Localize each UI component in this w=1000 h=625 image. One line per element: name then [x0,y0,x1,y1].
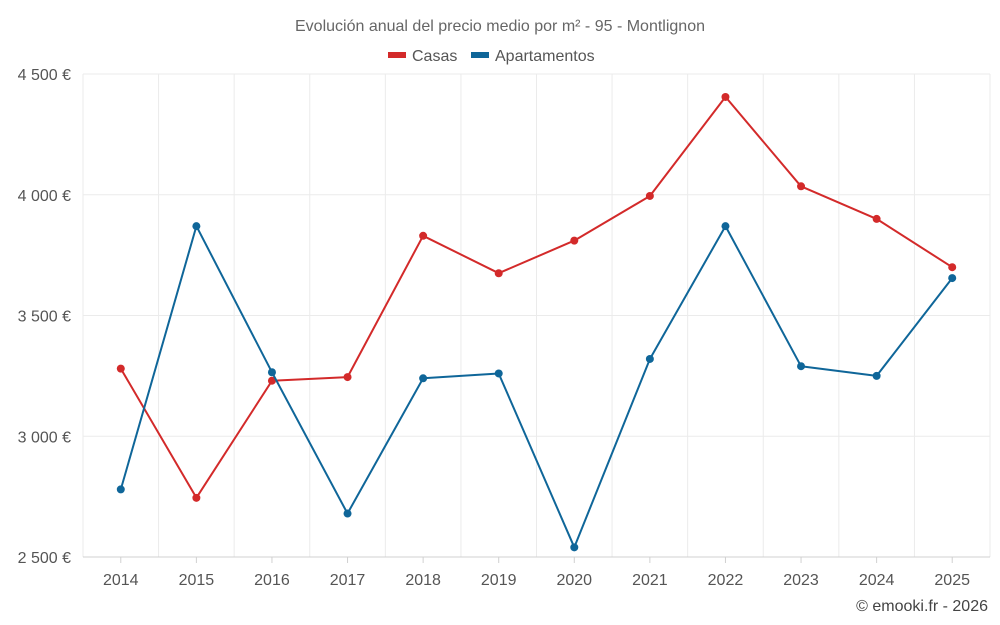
data-point-apartamentos[interactable] [721,222,730,231]
data-point-apartamentos[interactable] [419,374,428,383]
y-tick-label: 3 000 € [18,429,71,446]
axes: 2 500 € 3 000 € 3 500 € 4 000 € 4 500 € 2014 2… [18,67,990,589]
series-line-apartamentos [119,225,953,549]
data-point-apartamentos[interactable] [872,371,881,380]
data-point-casas[interactable] [797,182,806,191]
data-point-casas[interactable] [192,493,201,502]
x-tick-label: 2024 [859,572,895,589]
y-tick-label: 3 500 € [18,309,71,326]
data-point-casas[interactable] [721,92,730,101]
data-point-casas[interactable] [872,214,881,223]
series-casas [116,92,957,502]
grid [82,73,991,557]
legend-swatch-apartamentos [471,52,489,58]
series-apartamentos [116,222,957,552]
legend-item-apartamentos[interactable]: Apartamentos [471,48,595,65]
data-point-casas[interactable] [343,373,352,382]
x-tick-label: 2022 [708,572,744,589]
data-point-apartamentos[interactable] [797,362,806,371]
series-line-casas [119,95,953,499]
data-point-casas[interactable] [570,236,579,245]
y-tick-label: 4 000 € [18,188,71,205]
data-point-casas[interactable] [948,263,957,272]
x-tick-label: 2020 [556,572,592,589]
data-point-apartamentos[interactable] [116,485,125,494]
data-point-apartamentos[interactable] [343,509,352,518]
y-tick-label: 4 500 € [18,67,71,84]
data-point-apartamentos[interactable] [948,274,957,283]
data-point-apartamentos[interactable] [645,354,654,363]
data-point-apartamentos[interactable] [570,543,579,552]
data-point-casas[interactable] [267,376,276,385]
series [116,92,957,552]
credit-text: © emooki.fr - 2026 [856,598,988,615]
x-tick-label: 2023 [783,572,819,589]
legend-item-casas[interactable]: Casas [388,48,457,65]
data-point-casas[interactable] [494,269,503,278]
x-tick-label: 2016 [254,572,290,589]
x-tick-label: 2021 [632,572,668,589]
legend: Casas Apartamentos [388,48,595,65]
legend-swatch-casas [388,52,406,58]
chart-title: Evolución anual del precio medio por m² … [295,18,705,35]
x-tick-label: 2019 [481,572,517,589]
data-point-apartamentos[interactable] [267,368,276,377]
x-tick-label: 2015 [179,572,215,589]
data-point-casas[interactable] [116,364,125,373]
x-tick-label: 2014 [103,572,139,589]
legend-label-apartamentos: Apartamentos [495,48,595,65]
data-point-casas[interactable] [419,231,428,240]
x-tick-label: 2018 [405,572,441,589]
legend-label-casas: Casas [412,48,457,65]
data-point-apartamentos[interactable] [192,222,201,231]
x-tick-label: 2025 [934,572,970,589]
y-tick-label: 2 500 € [18,550,71,567]
data-point-apartamentos[interactable] [494,369,503,378]
data-point-casas[interactable] [645,191,654,200]
x-tick-label: 2017 [330,572,366,589]
